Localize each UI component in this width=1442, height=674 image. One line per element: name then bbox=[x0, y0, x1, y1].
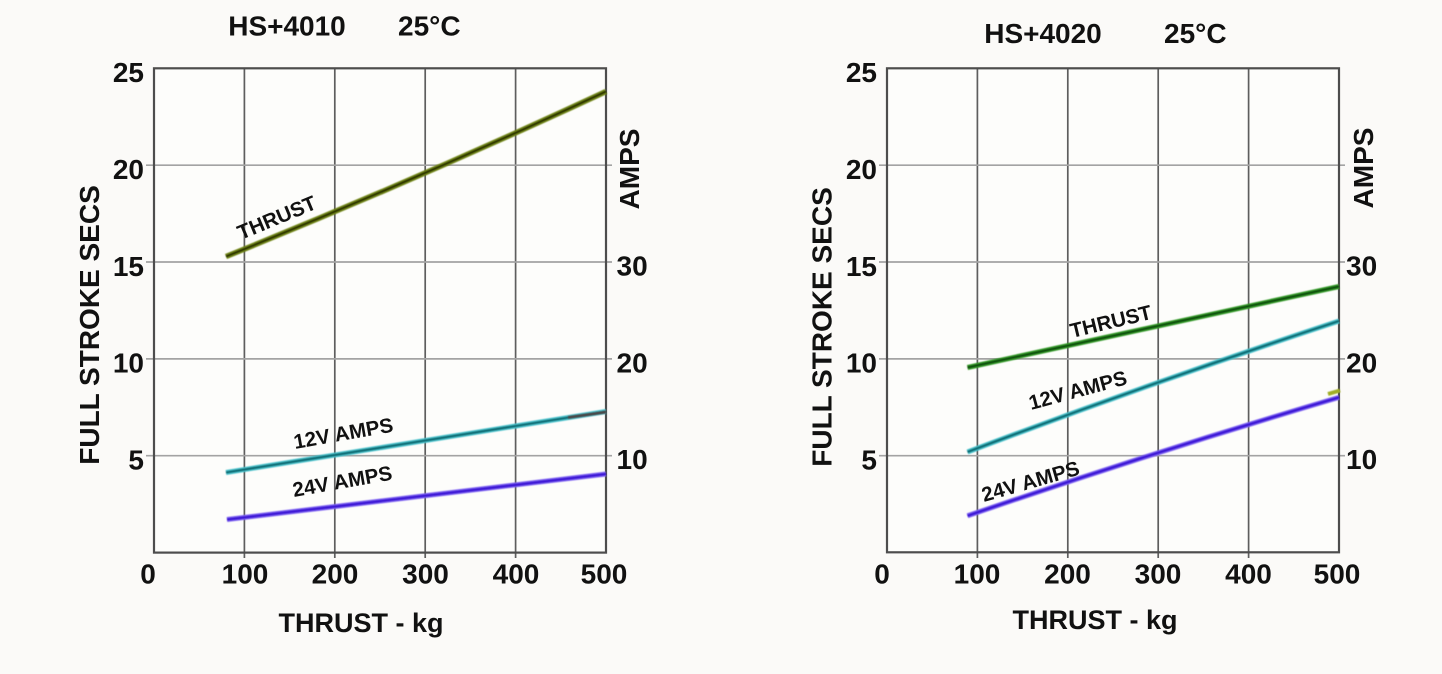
svg-text:FULL STROKE SECS: FULL STROKE SECS bbox=[807, 187, 838, 467]
svg-text:20: 20 bbox=[846, 154, 877, 185]
svg-text:10: 10 bbox=[617, 444, 648, 475]
svg-text:500: 500 bbox=[581, 559, 628, 590]
svg-text:25: 25 bbox=[113, 57, 144, 88]
svg-text:30: 30 bbox=[617, 251, 648, 282]
svg-text:100: 100 bbox=[222, 559, 269, 590]
svg-text:200: 200 bbox=[1044, 559, 1091, 590]
svg-text:400: 400 bbox=[493, 559, 540, 590]
svg-text:15: 15 bbox=[846, 251, 877, 282]
svg-text:FULL STROKE SECS: FULL STROKE SECS bbox=[74, 185, 105, 465]
svg-text:10: 10 bbox=[113, 348, 144, 379]
svg-text:0: 0 bbox=[874, 559, 890, 590]
svg-text:10: 10 bbox=[846, 348, 877, 379]
svg-text:25°C: 25°C bbox=[1164, 18, 1227, 49]
svg-text:25°C: 25°C bbox=[398, 11, 461, 42]
svg-text:20: 20 bbox=[617, 347, 648, 378]
svg-text:HS+4010: HS+4010 bbox=[228, 11, 346, 42]
svg-text:400: 400 bbox=[1225, 559, 1272, 590]
svg-text:500: 500 bbox=[1314, 559, 1361, 590]
svg-text:15: 15 bbox=[113, 251, 144, 282]
svg-text:5: 5 bbox=[861, 445, 877, 476]
svg-text:200: 200 bbox=[312, 559, 359, 590]
svg-text:5: 5 bbox=[128, 445, 144, 476]
svg-text:20: 20 bbox=[113, 154, 144, 185]
svg-text:300: 300 bbox=[1135, 559, 1182, 590]
svg-text:AMPS: AMPS bbox=[1348, 128, 1379, 209]
svg-text:HS+4020: HS+4020 bbox=[984, 18, 1102, 49]
svg-text:20: 20 bbox=[1346, 347, 1377, 378]
svg-text:THRUST - kg: THRUST - kg bbox=[279, 608, 444, 638]
svg-text:AMPS: AMPS bbox=[614, 129, 645, 210]
svg-text:0: 0 bbox=[140, 559, 156, 590]
svg-text:25: 25 bbox=[846, 57, 877, 88]
svg-text:100: 100 bbox=[954, 559, 1001, 590]
svg-text:300: 300 bbox=[402, 559, 449, 590]
svg-text:30: 30 bbox=[1346, 251, 1377, 282]
svg-text:10: 10 bbox=[1346, 444, 1377, 475]
svg-text:THRUST - kg: THRUST - kg bbox=[1013, 605, 1178, 635]
